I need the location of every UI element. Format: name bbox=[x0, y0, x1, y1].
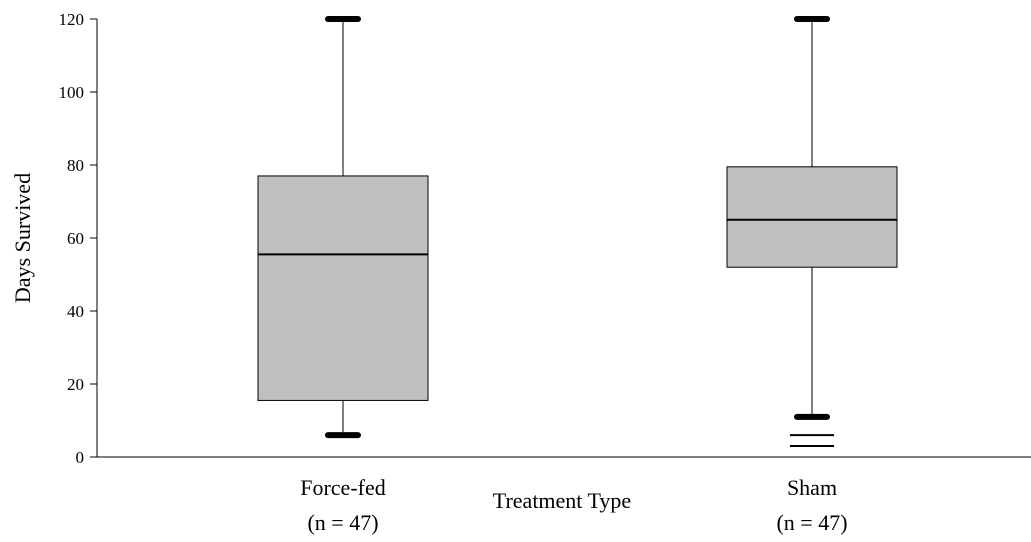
y-tick-label: 20 bbox=[67, 375, 84, 394]
x-category-n-label: (n = 47) bbox=[776, 510, 847, 535]
x-axis-title: Treatment Type bbox=[493, 488, 631, 513]
x-category-label: Sham bbox=[787, 475, 837, 500]
box-sham: Sham (n = 47) bbox=[726, 16, 898, 535]
y-tick-label: 80 bbox=[67, 156, 84, 175]
y-tick-label: 120 bbox=[59, 10, 85, 29]
y-tick-label: 40 bbox=[67, 302, 84, 321]
y-axis-title: Days Survived bbox=[10, 173, 35, 303]
y-tick-label: 100 bbox=[59, 83, 85, 102]
axes: 0 20 40 60 80 100 120 bbox=[59, 10, 1031, 467]
box-force-fed: Force-fed (n = 47) bbox=[257, 16, 429, 535]
iqr-box bbox=[726, 166, 898, 268]
y-tick-label: 0 bbox=[76, 448, 85, 467]
iqr-box bbox=[257, 175, 429, 401]
x-category-n-label: (n = 47) bbox=[307, 510, 378, 535]
x-category-label: Force-fed bbox=[300, 475, 386, 500]
y-tick-label: 60 bbox=[67, 229, 84, 248]
boxes: Force-fed (n = 47) Sham (n = 47) bbox=[257, 16, 898, 535]
